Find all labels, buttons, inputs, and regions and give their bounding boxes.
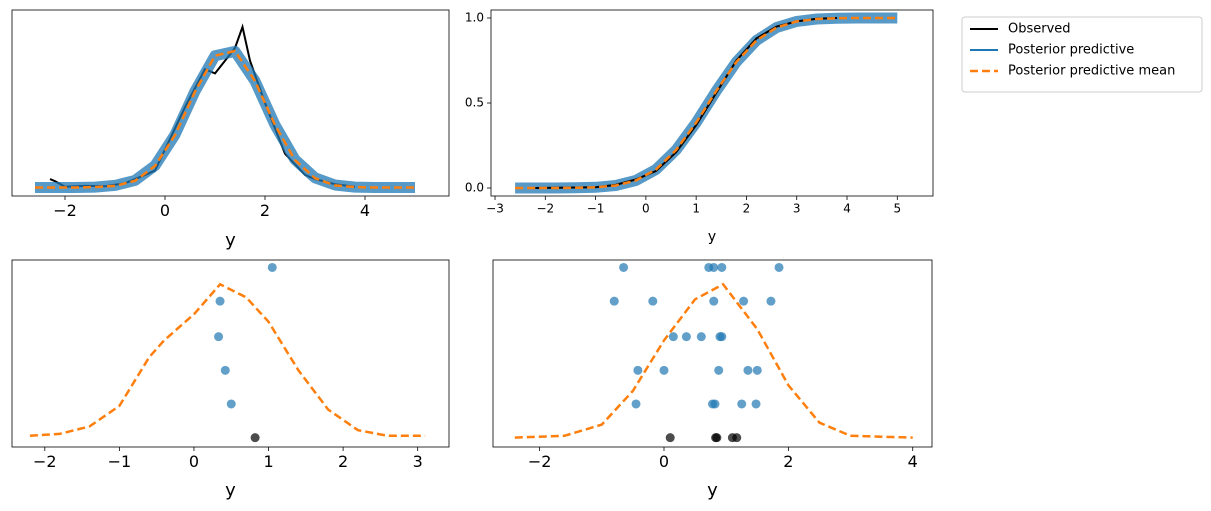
point [752, 365, 762, 375]
point [717, 262, 727, 272]
axes-frame [492, 259, 933, 448]
point [739, 296, 749, 306]
point [681, 332, 691, 342]
point [631, 399, 641, 409]
plot-area [515, 12, 898, 194]
x-tick-label: 2 [260, 201, 270, 220]
point [709, 262, 719, 272]
x-tick-label: 3 [413, 452, 423, 471]
x-tick-label: −2 [536, 202, 554, 216]
point [619, 262, 629, 272]
point [774, 262, 784, 272]
line [49, 23, 356, 188]
point [751, 399, 761, 409]
x-tick-label: −2 [53, 201, 77, 220]
x-tick-label: 0 [642, 202, 650, 216]
point [659, 365, 669, 375]
line [535, 17, 838, 189]
x-tick-label: 2 [783, 452, 793, 471]
point [220, 365, 230, 375]
x-tick-label: 4 [843, 202, 851, 216]
x-axis-label: y [225, 480, 236, 501]
y-tick-label: 0.0 [465, 181, 484, 195]
point [226, 399, 236, 409]
plot-area [514, 262, 913, 443]
point [250, 433, 260, 443]
point [737, 399, 747, 409]
x-tick-label: 1 [263, 452, 273, 471]
point [665, 433, 675, 443]
point [714, 365, 724, 375]
axes-frame [11, 259, 450, 448]
line [35, 49, 415, 189]
line [514, 282, 913, 439]
x-tick-label: 0 [160, 201, 170, 220]
point [732, 433, 742, 443]
plot-area [29, 262, 426, 443]
x-axis-label: y [708, 229, 716, 245]
point [743, 365, 753, 375]
point [710, 399, 720, 409]
point [214, 332, 224, 342]
point [633, 365, 643, 375]
point [766, 296, 776, 306]
point [709, 296, 719, 306]
legend-label: Observed [1008, 22, 1071, 37]
x-axis-label: y [707, 480, 718, 501]
point [668, 332, 678, 342]
point [712, 433, 722, 443]
point [648, 296, 658, 306]
point [696, 332, 706, 342]
predictive-band [515, 12, 898, 194]
x-tick-label: −3 [486, 202, 504, 216]
x-tick-label: 2 [338, 452, 348, 471]
x-tick-label: −2 [528, 452, 552, 471]
predictive-band [35, 45, 415, 193]
x-tick-label: 2 [743, 202, 751, 216]
x-tick-label: 4 [908, 452, 918, 471]
x-tick-label: −1 [587, 202, 605, 216]
x-tick-label: −2 [33, 452, 57, 471]
x-tick-label: 3 [793, 202, 801, 216]
x-tick-label: 1 [692, 202, 700, 216]
point [609, 296, 619, 306]
line [515, 16, 898, 190]
legend-box [961, 16, 1203, 93]
x-tick-label: 0 [659, 452, 669, 471]
legend-label: Posterior predictive mean [1008, 64, 1175, 79]
plot-area [35, 23, 415, 193]
line [29, 282, 426, 438]
y-tick-label: 1.0 [465, 10, 484, 24]
legend-label: Posterior predictive [1008, 43, 1134, 58]
x-tick-label: 5 [893, 202, 901, 216]
x-tick-label: 0 [189, 452, 199, 471]
point [215, 296, 225, 306]
point [267, 262, 277, 272]
x-axis-label: y [225, 230, 236, 251]
axes-frame [11, 9, 450, 197]
x-tick-label: −1 [108, 452, 132, 471]
point [717, 332, 727, 342]
x-tick-label: 4 [360, 201, 370, 220]
y-tick-label: 0.5 [465, 96, 484, 110]
